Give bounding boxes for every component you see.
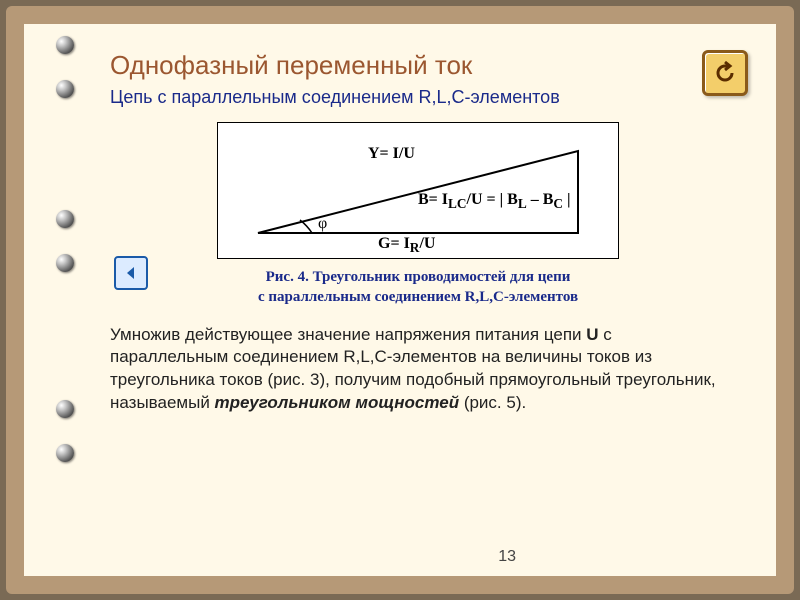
rivet-icon: [56, 400, 74, 418]
slide-border: Однофазный переменный ток Цепь с паралле…: [6, 6, 794, 594]
caption-line-2: с параллельным соединением R,L,C-элемент…: [258, 289, 578, 305]
rivet-icon: [56, 80, 74, 98]
undo-icon: [712, 60, 738, 86]
figure-admittance-triangle: Y= I/U B= ILC/U = | BL – BC | G= IR/U φ: [217, 122, 619, 259]
label-phi: φ: [318, 215, 327, 233]
caption-line-1: Рис. 4. Треугольник проводимостей для це…: [266, 269, 571, 285]
rivet-icon: [56, 36, 74, 54]
page-subtitle: Цепь с параллельным соединением R,L,C-эл…: [110, 87, 726, 108]
rivet-icon: [56, 254, 74, 272]
rivet-icon: [56, 444, 74, 462]
angle-arc: [300, 220, 312, 233]
label-g: G= IR/U: [378, 235, 435, 256]
prev-icon: [123, 265, 139, 281]
rivet-icon: [56, 210, 74, 228]
prev-button[interactable]: [114, 256, 148, 290]
page-number: 13: [498, 548, 516, 566]
page-title: Однофазный переменный ток: [110, 50, 726, 81]
figure-caption: Рис. 4. Треугольник проводимостей для це…: [110, 267, 726, 308]
body-paragraph: Умножив действующее значение напряжения …: [110, 324, 726, 416]
label-b: B= ILC/U = | BL – BC |: [418, 191, 571, 212]
presentation-slide: Однофазный переменный ток Цепь с паралле…: [0, 0, 800, 600]
undo-button[interactable]: [702, 50, 748, 96]
slide-content: Однофазный переменный ток Цепь с паралле…: [24, 24, 776, 576]
label-y: Y= I/U: [368, 145, 415, 163]
